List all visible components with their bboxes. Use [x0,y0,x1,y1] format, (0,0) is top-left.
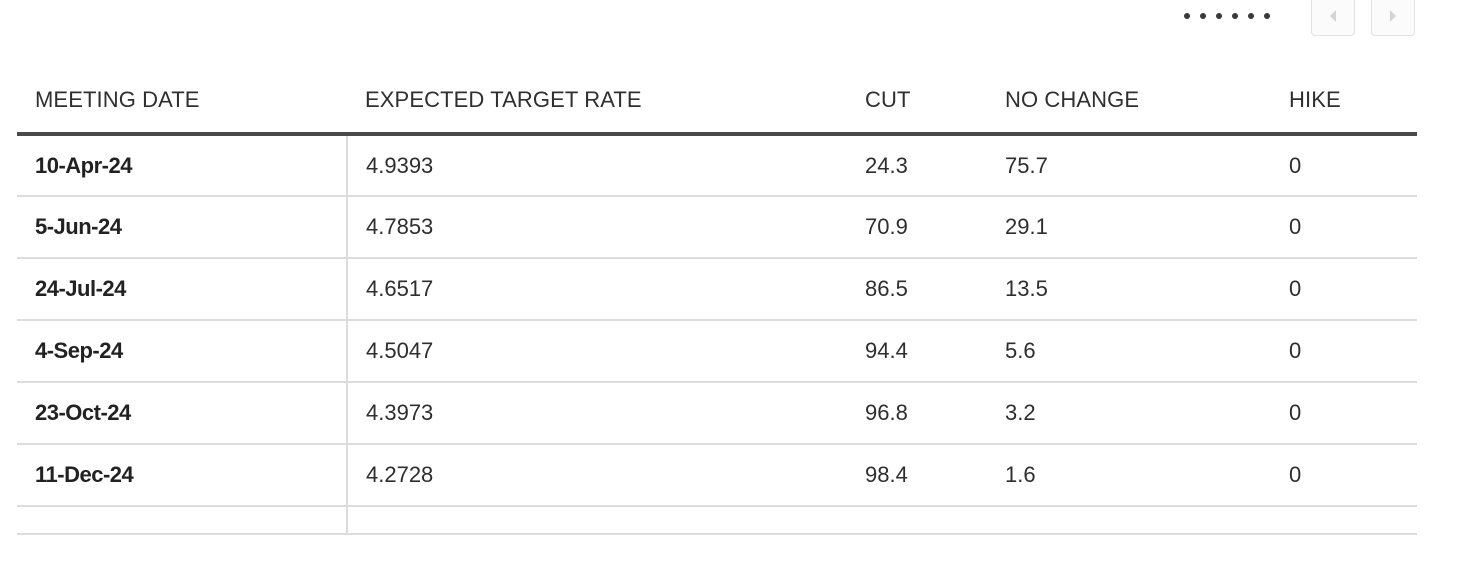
table-row: 5-Jun-24 4.7853 70.9 29.1 0 [17,196,1417,259]
meeting-date-cell: 5-Jun-24 [17,196,348,259]
empty-cell [17,506,348,535]
no-change-cell: 3.2 [987,382,1271,445]
table-row: 11-Dec-24 4.2728 98.4 1.6 0 [17,444,1417,507]
cut-cell: 96.8 [847,382,987,445]
cut-cell: 24.3 [847,134,987,197]
hike-cell: 0 [1271,444,1417,507]
expected-rate-cell: 4.6517 [347,258,847,321]
previous-button[interactable] [1311,0,1355,36]
pagination-dots [1184,13,1270,19]
hike-cell: 0 [1271,196,1417,259]
expected-rate-cell: 4.3973 [347,382,847,445]
table-row: 10-Apr-24 4.9393 24.3 75.7 0 [17,134,1417,197]
column-header-expected-target-rate: EXPECTED TARGET RATE [347,68,847,136]
table-row: 4-Sep-24 4.5047 94.4 5.6 0 [17,320,1417,383]
no-change-cell: 75.7 [987,134,1271,197]
meeting-date-cell: 4-Sep-24 [17,320,348,383]
expected-rate-cell: 4.9393 [347,134,847,197]
column-header-cut: CUT [847,68,987,136]
empty-table-row [17,506,1417,535]
hike-cell: 0 [1271,258,1417,321]
meeting-date-cell: 23-Oct-24 [17,382,348,445]
next-button[interactable] [1371,0,1415,36]
column-header-hike: HIKE [1271,68,1417,136]
no-change-cell: 1.6 [987,444,1271,507]
table-row: 24-Jul-24 4.6517 86.5 13.5 0 [17,258,1417,321]
chevron-left-icon [1330,10,1336,22]
cut-cell: 70.9 [847,196,987,259]
hike-cell: 0 [1271,382,1417,445]
pagination-dot-6[interactable] [1264,13,1270,19]
pagination-dot-5[interactable] [1248,13,1254,19]
column-header-no-change: NO CHANGE [987,68,1271,136]
cut-cell: 86.5 [847,258,987,321]
expected-rate-cell: 4.7853 [347,196,847,259]
pagination-dot-1[interactable] [1184,13,1190,19]
no-change-cell: 13.5 [987,258,1271,321]
empty-cell [847,506,987,535]
carousel-controls [0,0,1462,40]
empty-cell [987,506,1271,535]
column-header-meeting-date: MEETING DATE [17,68,347,136]
empty-cell [347,506,847,535]
cut-cell: 94.4 [847,320,987,383]
table-row: 23-Oct-24 4.3973 96.8 3.2 0 [17,382,1417,445]
no-change-cell: 5.6 [987,320,1271,383]
expected-rate-cell: 4.5047 [347,320,847,383]
expected-rate-cell: 4.2728 [347,444,847,507]
meeting-date-cell: 10-Apr-24 [17,134,348,197]
no-change-cell: 29.1 [987,196,1271,259]
hike-cell: 0 [1271,320,1417,383]
pagination-dot-4[interactable] [1232,13,1238,19]
empty-cell [1271,506,1417,535]
pagination-dot-2[interactable] [1200,13,1206,19]
pagination-dot-3[interactable] [1216,13,1222,19]
cut-cell: 98.4 [847,444,987,507]
table-header-row: MEETING DATE EXPECTED TARGET RATE CUT NO… [17,68,1417,136]
hike-cell: 0 [1271,134,1417,197]
meeting-date-cell: 11-Dec-24 [17,444,348,507]
meeting-date-cell: 24-Jul-24 [17,258,348,321]
fed-meeting-probabilities-table: MEETING DATE EXPECTED TARGET RATE CUT NO… [17,68,1417,535]
chevron-right-icon [1390,10,1396,22]
